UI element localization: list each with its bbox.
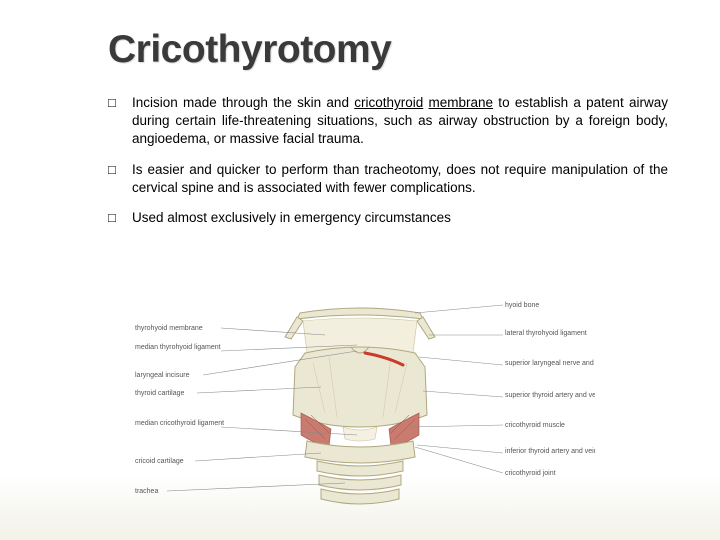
thyroid-cartilage (293, 347, 427, 427)
trachea-ring (319, 475, 401, 490)
leader-line (415, 305, 503, 313)
trachea-ring (321, 489, 399, 504)
diagram-label: cricoid cartilage (135, 458, 184, 465)
diagram-label: median cricothyroid ligament (135, 420, 224, 427)
underlined-term: cricothyroid (354, 95, 423, 110)
diagram-label: lateral thyrohyoid ligament (505, 330, 587, 337)
larynx-diagram: thyrohyoid membrane median thyrohyoid li… (125, 295, 595, 520)
bullet-item: Is easier and quicker to perform than tr… (108, 161, 668, 197)
diagram-label: superior thyroid artery and vein (505, 392, 595, 399)
leader-line (167, 483, 345, 491)
leader-line (417, 445, 503, 453)
larynx-svg: thyrohyoid membrane median thyrohyoid li… (125, 295, 595, 520)
slide-title: Cricothyrotomy (108, 28, 668, 72)
diagram-label: trachea (135, 488, 158, 495)
diagram-label: hyoid bone (505, 302, 539, 309)
leader-line (221, 427, 357, 435)
underlined-term: membrane (429, 95, 494, 110)
leader-line (195, 453, 321, 461)
bullet-text: Is easier and quicker to perform than tr… (132, 162, 668, 195)
diagram-label: cricothyroid joint (505, 470, 556, 477)
diagram-label: superior laryngeal nerve and artery (505, 360, 595, 367)
leader-line (419, 357, 503, 365)
diagram-label: laryngeal incisure (135, 372, 190, 379)
slide-container: Cricothyrotomy Incision made through the… (0, 0, 720, 540)
cricoid-cartilage (305, 441, 415, 463)
hyoid-horn-left (285, 317, 303, 339)
bullet-item: Used almost exclusively in emergency cir… (108, 209, 668, 227)
diagram-label: thyroid cartilage (135, 390, 185, 397)
leader-line (409, 425, 503, 427)
hyoid-bone (297, 308, 423, 319)
bullet-item: Incision made through the skin and crico… (108, 94, 668, 149)
diagram-label: inferior thyroid artery and vein (505, 448, 595, 455)
bullet-text: Used almost exclusively in emergency cir… (132, 210, 451, 225)
bullet-list: Incision made through the skin and crico… (108, 94, 668, 227)
leader-line (423, 391, 503, 397)
bullet-text: Incision made through the skin and (132, 95, 354, 110)
diagram-label: cricothyroid muscle (505, 422, 565, 429)
diagram-label: thyrohyoid membrane (135, 325, 203, 332)
hyoid-horn-right (417, 317, 435, 339)
diagram-label: median thyrohyoid ligament (135, 344, 221, 351)
leader-line (415, 447, 503, 473)
cricothyroid-ligament (343, 427, 377, 441)
